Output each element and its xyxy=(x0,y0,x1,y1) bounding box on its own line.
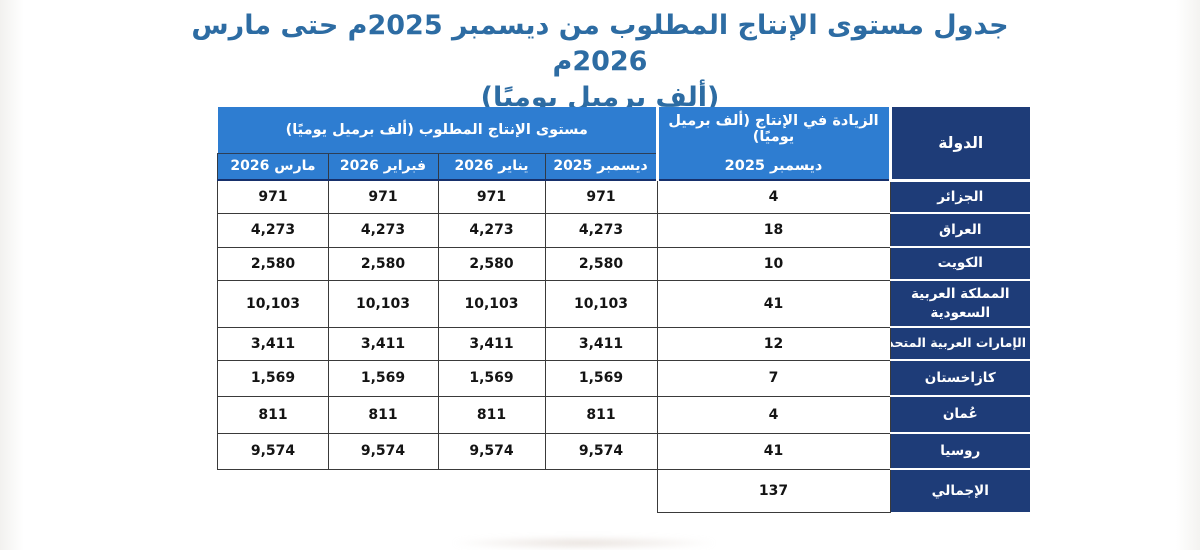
country-cell: الإمارات العربية المتحدة xyxy=(889,327,1030,361)
production-cell: 971 xyxy=(217,179,329,214)
production-cell: 811 xyxy=(437,395,546,434)
table-row-iraq: العراق 18 4,273 4,273 4,273 4,273 xyxy=(217,212,1030,248)
table-row-saudi-arabia: المملكة العربية السعودية 41 10,103 10,10… xyxy=(217,279,1030,328)
production-cell: 4,273 xyxy=(217,212,329,248)
production-cell: 1,569 xyxy=(544,359,658,397)
month-column-header-jan2026: يناير 2026 xyxy=(437,152,546,181)
increase-column-header: الزيادة في الإنتاج (ألف برميل يوميًا) دي… xyxy=(655,107,892,181)
production-cell: 971 xyxy=(327,179,439,214)
empty-cell xyxy=(545,469,657,512)
country-cell: العراق xyxy=(889,213,1030,248)
increase-cell: 4 xyxy=(656,179,891,214)
country-cell: كازاخستان xyxy=(889,360,1030,397)
country-cell: عُمان xyxy=(889,396,1030,434)
month-column-header-feb2026: فبراير 2026 xyxy=(327,152,439,181)
production-cell: 9,574 xyxy=(437,432,546,470)
empty-cell xyxy=(438,469,545,512)
header-row-2: ديسمبر 2025 يناير 2026 فبراير 2026 مارس … xyxy=(217,152,1030,181)
production-cell: 811 xyxy=(327,395,439,434)
month-column-header-dec2025: ديسمبر 2025 xyxy=(544,152,658,181)
header-row-1: الدولة الزيادة في الإنتاج (ألف برميل يوم… xyxy=(217,107,1030,182)
country-cell: روسيا xyxy=(889,433,1030,470)
increase-cell: 7 xyxy=(656,359,891,397)
production-cell: 1,569 xyxy=(217,359,329,397)
total-increase-cell: 137 xyxy=(656,468,891,513)
production-cell: 971 xyxy=(437,179,546,214)
production-cell: 10,103 xyxy=(544,279,658,328)
production-cell: 971 xyxy=(544,179,658,214)
production-cell: 10,103 xyxy=(217,279,329,328)
increase-header-line2: ديسمبر 2025 xyxy=(724,157,823,174)
production-cell: 10,103 xyxy=(437,279,546,328)
increase-header-line1: الزيادة في الإنتاج (ألف برميل يوميًا) xyxy=(668,112,879,145)
production-cell: 3,411 xyxy=(437,326,546,361)
production-cell: 3,411 xyxy=(327,326,439,361)
production-cell: 4,273 xyxy=(327,212,439,248)
production-cell: 811 xyxy=(544,395,658,434)
country-cell: الجزائر xyxy=(889,180,1030,214)
table-row-total: الإجمالي 137 xyxy=(218,468,1030,513)
production-cell: 1,569 xyxy=(327,359,439,397)
table-row-kuwait: الكويت 10 2,580 2,580 2,580 2,580 xyxy=(217,246,1030,281)
table-row-russia: روسيا 41 9,574 9,574 9,574 9,574 xyxy=(217,432,1030,470)
production-cell: 4,273 xyxy=(544,212,658,248)
total-label-cell: الإجمالي xyxy=(889,469,1030,512)
production-cell: 10,103 xyxy=(327,279,439,328)
increase-cell: 41 xyxy=(656,432,891,470)
country-column-header: الدولة xyxy=(890,107,1030,182)
production-cell: 811 xyxy=(217,395,329,434)
empty-cell xyxy=(328,469,438,512)
production-cell: 3,411 xyxy=(217,326,329,361)
production-cell: 3,411 xyxy=(544,326,658,361)
production-cell: 9,574 xyxy=(544,432,658,470)
empty-cell xyxy=(218,469,328,512)
country-cell: الكويت xyxy=(889,247,1030,281)
production-group-header: مستوى الإنتاج المطلوب (ألف برميل يوميًا) xyxy=(217,107,657,154)
production-cell: 1,569 xyxy=(437,359,546,397)
increase-cell: 10 xyxy=(656,246,891,281)
watermark-smudge xyxy=(455,537,713,549)
country-cell: المملكة العربية السعودية xyxy=(889,280,1030,328)
table-row-kazakhstan: كازاخستان 7 1,569 1,569 1,569 1,569 xyxy=(217,359,1030,397)
page-title: جدول مستوى الإنتاج المطلوب من ديسمبر 202… xyxy=(140,8,1060,116)
production-table: الدولة الزيادة في الإنتاج (ألف برميل يوم… xyxy=(217,107,1030,513)
production-cell: 4,273 xyxy=(437,212,546,248)
production-cell: 9,574 xyxy=(217,432,329,470)
production-table-wrapper: الدولة الزيادة في الإنتاج (ألف برميل يوم… xyxy=(217,107,1030,513)
increase-cell: 12 xyxy=(656,326,891,361)
increase-cell: 18 xyxy=(656,212,891,248)
table-row-algeria: الجزائر 4 971 971 971 971 xyxy=(217,179,1030,214)
increase-cell: 41 xyxy=(656,279,891,328)
increase-cell: 4 xyxy=(656,395,891,434)
production-cell: 2,580 xyxy=(217,246,329,281)
production-cell: 2,580 xyxy=(437,246,546,281)
production-cell: 9,574 xyxy=(327,432,439,470)
production-cell: 2,580 xyxy=(327,246,439,281)
page-title-line1: جدول مستوى الإنتاج المطلوب من ديسمبر 202… xyxy=(191,10,1009,77)
month-column-header-mar2026: مارس 2026 xyxy=(217,152,329,181)
production-cell: 2,580 xyxy=(544,246,658,281)
table-row-uae: الإمارات العربية المتحدة 12 3,411 3,411 … xyxy=(217,326,1030,361)
table-row-oman: عُمان 4 811 811 811 811 xyxy=(217,395,1030,434)
